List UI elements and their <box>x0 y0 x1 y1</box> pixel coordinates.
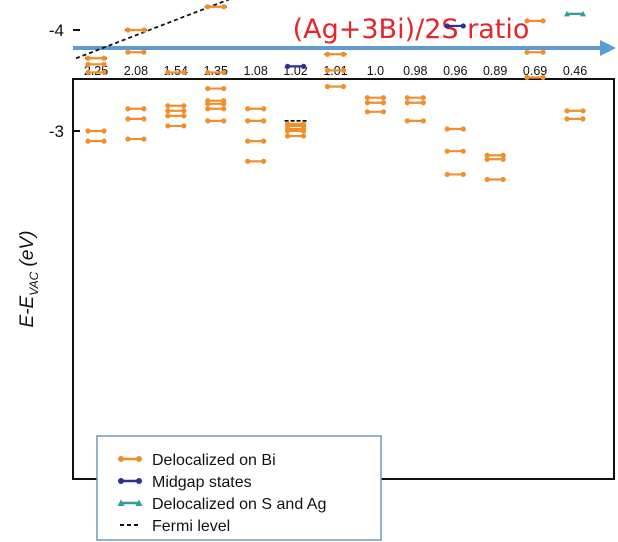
bi-level-mark <box>205 98 227 104</box>
fermi-trend-line-path <box>75 0 230 60</box>
bi-level-mark <box>205 106 227 112</box>
bi-level-mark <box>165 123 187 129</box>
midgap-level-mark <box>444 23 466 29</box>
ratio-arrow <box>73 40 616 56</box>
bi-level-mark <box>85 128 107 134</box>
ratio-tick-label: 0.46 <box>563 64 587 78</box>
bi-level-mark <box>165 103 187 109</box>
bi-level-mark <box>484 176 506 183</box>
legend-box <box>96 435 382 541</box>
energy-levels <box>85 4 586 183</box>
bi-level-mark <box>165 113 187 119</box>
bi-level-mark <box>444 148 466 154</box>
legend-item: Fermi level <box>120 518 230 535</box>
midgap-level-mark <box>284 63 307 69</box>
bi-level-mark <box>564 108 586 114</box>
bi-level-mark <box>404 118 426 124</box>
bi-level-mark <box>245 158 267 164</box>
bi-level-mark <box>205 118 227 124</box>
bi-level-mark <box>444 126 466 132</box>
bi-level-mark <box>245 118 267 124</box>
bi-level-mark <box>205 4 227 10</box>
bi-level-mark <box>205 69 227 76</box>
bi-level-mark <box>484 152 506 158</box>
bi-level-mark <box>524 18 546 24</box>
bi-level-mark <box>284 121 307 127</box>
bi-level-mark <box>125 136 147 142</box>
ratio-tick-label: 1.08 <box>243 64 267 78</box>
y-tick-label: -3 <box>49 122 64 141</box>
ratio-tick-label: 0.98 <box>403 64 427 78</box>
ratio-tick-label: 1.35 <box>204 64 228 78</box>
bi-level-mark <box>245 106 267 112</box>
bi-level-mark <box>85 138 107 144</box>
bi-level-mark <box>364 100 387 106</box>
ratio-tick-label: 0.96 <box>443 64 467 78</box>
bi-level-mark <box>125 49 147 55</box>
legend-label: Midgap states <box>152 474 252 491</box>
legend: Delocalized on Bi Midgap states Delocalize… <box>96 435 382 541</box>
bi-level-mark <box>404 100 426 106</box>
ratio-tick-label: 1.54 <box>164 64 188 78</box>
ratio-tick-label: 1.0 <box>367 64 384 78</box>
bi-level-mark <box>165 108 187 114</box>
bi-level-mark <box>564 116 586 122</box>
bi-level-mark <box>125 27 147 33</box>
bi-level-mark <box>364 95 387 101</box>
y-axis: -3-4-5-6 <box>49 21 80 141</box>
bi-level-mark <box>404 95 426 101</box>
bi-level-mark <box>484 156 506 162</box>
legend-item: Delocalized on S and Ag <box>117 496 326 513</box>
plot-area-frame <box>72 78 615 480</box>
ratio-tick-label: 0.69 <box>523 64 547 78</box>
fermi-trend-line <box>75 0 230 60</box>
bi-level-mark <box>284 133 307 139</box>
s-ag-level-mark <box>564 10 586 17</box>
legend-item: Delocalized on Bi <box>118 452 276 469</box>
legend-item: Midgap states <box>118 474 252 491</box>
bi-level-mark <box>364 109 387 115</box>
ratio-tick-label: 0.89 <box>483 64 507 78</box>
legend-label: Delocalized on S and Ag <box>152 496 326 513</box>
bi-level-mark <box>85 69 107 76</box>
bi-level-mark <box>444 171 466 178</box>
bi-level-mark <box>85 61 107 67</box>
bi-level-mark <box>125 106 147 112</box>
ratio-tick-label: 2.08 <box>124 64 148 78</box>
bi-level-mark <box>524 49 546 55</box>
bi-level-mark <box>524 74 546 81</box>
chart-title: (Ag+3Bi)/2S ratio <box>293 14 530 45</box>
legend-label: Delocalized on Bi <box>152 452 276 469</box>
bi-level-mark <box>165 69 187 76</box>
bi-level-mark <box>85 55 107 61</box>
ratio-tick-label: 2.25 <box>84 64 108 78</box>
y-tick-label: -4 <box>49 21 64 40</box>
y-axis-label: E-EVAC (eV) <box>17 231 41 328</box>
bi-level-mark <box>125 116 147 122</box>
bi-level-mark <box>324 67 347 73</box>
bi-level-mark <box>245 138 267 144</box>
bi-level-mark <box>324 83 347 90</box>
bi-level-mark <box>205 85 227 92</box>
bi-level-mark <box>324 51 347 57</box>
legend-label: Fermi level <box>152 518 230 535</box>
